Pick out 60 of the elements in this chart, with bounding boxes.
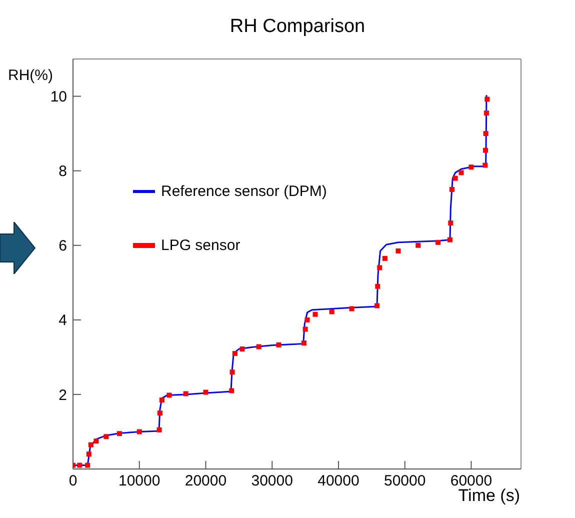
x-tick-label: 20000 — [184, 472, 227, 490]
point — [156, 427, 162, 432]
chart-title: RH Comparison — [228, 16, 366, 38]
point — [88, 442, 94, 448]
y-tick-label: 4 — [58, 312, 67, 330]
point — [484, 110, 489, 116]
point — [86, 452, 92, 457]
point — [484, 96, 490, 102]
point — [302, 326, 308, 332]
y-tick-label: 6 — [58, 238, 67, 255]
point — [104, 434, 109, 440]
y-tick-label: 8 — [58, 163, 67, 180]
point — [94, 438, 99, 444]
point — [448, 220, 454, 226]
point — [349, 306, 354, 312]
point — [304, 317, 310, 322]
point — [377, 265, 382, 270]
x-tick-label: 50000 — [384, 472, 426, 490]
point — [230, 370, 235, 375]
y-tick-label: 10 — [50, 88, 67, 106]
legend-label: Reference sensor (DPM) — [161, 183, 327, 200]
point — [452, 176, 458, 181]
point — [482, 162, 488, 168]
point — [157, 410, 162, 416]
point — [203, 390, 208, 395]
point — [468, 164, 474, 170]
point — [375, 284, 380, 289]
x-tick-label: 10000 — [118, 472, 160, 490]
legend-label: LPG sensor — [161, 237, 240, 254]
x-tick-label: 40000 — [318, 472, 360, 490]
point — [136, 429, 142, 434]
point — [166, 392, 172, 398]
point — [276, 342, 282, 348]
point — [159, 398, 164, 403]
point — [482, 148, 488, 153]
point — [396, 248, 401, 254]
x-tick-label: 30000 — [251, 472, 293, 490]
point — [232, 350, 238, 356]
point — [458, 170, 464, 176]
point — [449, 186, 454, 192]
point — [416, 242, 421, 248]
line-series — [73, 94, 488, 466]
point — [436, 240, 441, 245]
point — [483, 131, 488, 136]
point — [183, 391, 188, 396]
point — [329, 309, 334, 314]
point — [229, 388, 234, 394]
y-tick-label: 2 — [58, 386, 67, 404]
point — [256, 344, 262, 350]
point — [382, 256, 388, 261]
point — [77, 462, 82, 468]
point — [240, 346, 245, 352]
point — [85, 462, 90, 468]
point — [374, 303, 380, 308]
y-axis-title: RH(%) — [8, 67, 53, 84]
point — [116, 431, 122, 436]
point — [312, 312, 318, 317]
point — [447, 237, 452, 242]
point — [301, 340, 306, 346]
x-tick-label: 0 — [68, 472, 78, 490]
